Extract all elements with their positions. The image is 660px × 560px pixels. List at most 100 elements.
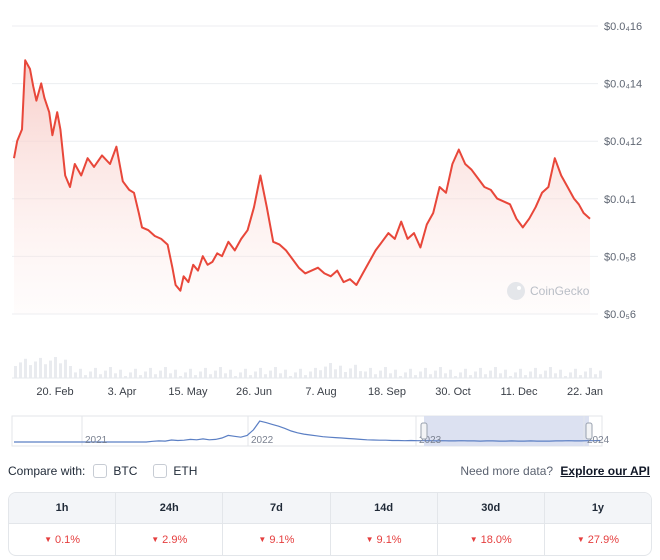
x-axis-labels: 20. Feb 3. Apr 15. May 26. Jun 7. Aug 18. Sep… [36, 386, 603, 398]
navigator-labels: 2021 2022 2023 2024 [85, 435, 610, 446]
volume-bar [289, 376, 292, 378]
gecko-logo-icon [507, 282, 525, 300]
volume-bar [249, 375, 252, 378]
volume-bar [384, 367, 387, 378]
volume-bar [274, 367, 277, 378]
navigator-right-handle[interactable] [585, 422, 593, 440]
btc-checkbox[interactable] [93, 464, 108, 478]
volume-bar [234, 376, 237, 378]
volume-bar [159, 370, 162, 378]
volume-bar [154, 374, 157, 378]
compare-label: Compare with: [8, 464, 86, 478]
volume-bar [204, 367, 207, 378]
volume-bar [239, 372, 242, 378]
value-1h: ▼ 0.1% [9, 524, 117, 555]
value-24h-text: 2.9% [162, 533, 188, 546]
volume-bar [89, 371, 92, 378]
volume-bar [564, 376, 567, 378]
volume-bar [119, 369, 122, 378]
volume-bar [419, 371, 422, 378]
value-30d: ▼ 18.0% [438, 524, 545, 555]
volume-bar [394, 369, 397, 378]
need-more-data-text: Need more data? [460, 464, 554, 478]
header-1y: 1y [591, 502, 605, 514]
value-30d-text: 18.0% [480, 533, 512, 546]
volume-bar [494, 367, 497, 378]
volume-bar [209, 374, 212, 378]
volume-bar [264, 374, 267, 378]
x-tick-label: 7. Aug [305, 386, 336, 398]
volume-bar [569, 372, 572, 378]
compare-row: Compare with: BTC ETH Need more data? Ex… [8, 462, 650, 482]
volume-bar [594, 374, 597, 378]
volume-bar [454, 376, 457, 378]
x-tick-label: 30. Oct [435, 386, 470, 398]
volume-bar [309, 371, 312, 378]
y-tick-label: $0.0₄1 [604, 194, 636, 206]
navigator-line [14, 420, 601, 443]
volume-bar [94, 367, 97, 378]
volume-bar [19, 362, 22, 378]
volume-bar [554, 373, 557, 378]
volume-bar [129, 372, 132, 378]
volume-bar [579, 375, 582, 378]
y-tick-label: $0.0₄16 [604, 21, 642, 33]
volume-bar [319, 370, 322, 378]
performance-table: 1h 24h 7d 14d 30d 1y ▼ 0.1% ▼ 2.9% ▼ 9.1% ▼… [8, 492, 652, 556]
header-24h: 24h [116, 493, 224, 523]
compare-options: Compare with: BTC ETH [8, 464, 197, 478]
watermark-text: CoinGecko [530, 284, 590, 298]
value-1h-text: 0.1% [55, 533, 81, 546]
volume-bar [349, 368, 352, 378]
header-1h: 1h [9, 493, 117, 523]
price-area [14, 60, 590, 314]
api-promo: Need more data? Explore our API [460, 464, 650, 478]
volume-bar [74, 372, 77, 378]
volume-bar [259, 367, 262, 378]
volume-bar [414, 375, 417, 378]
volume-bar [214, 370, 217, 378]
price-chart: $0.0₄16$0.0₄14$0.0₄12$0.0₄1$0.0₅8$0.0₅6 … [11, 21, 642, 447]
volume-bar [574, 368, 577, 378]
y-tick-label: $0.0₄12 [604, 136, 642, 148]
volume-bar [39, 357, 42, 378]
volume-bar [49, 360, 52, 378]
x-tick-label: 3. Apr [108, 386, 137, 398]
volume-bar [219, 367, 222, 378]
volume-bar [44, 364, 47, 378]
value-1y: ▼ 27.9% [545, 524, 651, 555]
x-tick-label: 26. Jun [236, 386, 272, 398]
volume-bar [509, 376, 512, 378]
volume-bar [179, 376, 182, 378]
btc-option-label: BTC [113, 464, 138, 478]
volume-bar [294, 372, 297, 378]
explore-api-link[interactable]: Explore our API [560, 464, 650, 478]
volume-bar [174, 369, 177, 378]
volume-bar [34, 361, 37, 378]
volume-bar [329, 363, 332, 378]
volume-bar [69, 366, 72, 378]
volume-bar [59, 363, 62, 378]
volume-bar [589, 367, 592, 378]
y-tick-label: $0.0₅8 [604, 251, 636, 263]
volume-bar [529, 371, 532, 378]
volume-bar [99, 374, 102, 378]
volume-bar [114, 373, 117, 378]
volume-bar [104, 370, 107, 378]
volume-bar [409, 368, 412, 378]
volume-bar [519, 368, 522, 378]
navigator-year-label: 2024 [587, 435, 610, 446]
volume-bar [404, 372, 407, 378]
volume-bar [549, 367, 552, 378]
x-tick-label: 11. Dec [500, 386, 538, 398]
eth-checkbox[interactable] [153, 464, 168, 478]
x-tick-label: 22. Jan [567, 386, 603, 398]
down-arrow-icon: ▼ [258, 535, 267, 544]
navigator-year-label: 2022 [251, 435, 274, 446]
value-14d-text: 9.1% [376, 533, 402, 546]
volume-bar [374, 374, 377, 378]
gecko-eye-icon [517, 286, 521, 290]
navigator-left-handle[interactable] [420, 422, 428, 440]
volume-bar [524, 375, 527, 378]
volume-bar [24, 358, 27, 378]
